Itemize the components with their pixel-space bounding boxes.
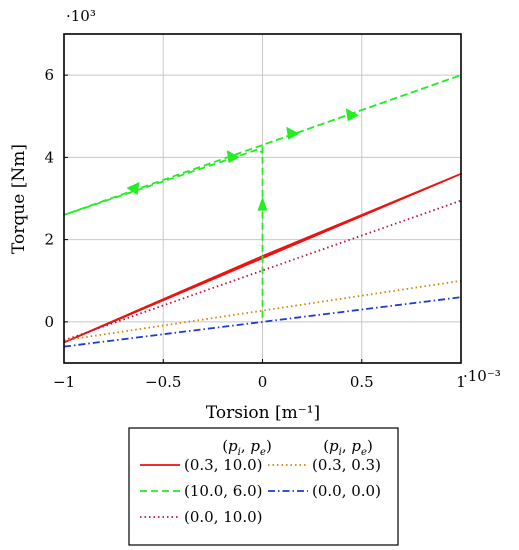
legend-header-1: (pi, pe) bbox=[222, 437, 272, 458]
legend-header-2: (pi, pe) bbox=[323, 437, 373, 458]
direction-arrow bbox=[286, 126, 300, 140]
legend-label-4: (0.3, 0.3) bbox=[312, 456, 381, 474]
direction-arrows bbox=[126, 108, 359, 211]
legend: (pi, pe) (pi, pe) (0.3, 10.0) (10.0, 6.0)… bbox=[128, 427, 399, 546]
legend-label-3: (0.0, 10.0) bbox=[184, 508, 263, 526]
x-tick-label: 0.5 bbox=[350, 373, 374, 391]
y-multiplier: ·10³ bbox=[66, 7, 96, 25]
tick-labels: −1 −0.5 0 0.5 1 0 2 4 6 bbox=[44, 66, 465, 391]
y-axis-label: Torque [Nm] bbox=[9, 144, 29, 254]
x-axis-label: Torsion [m⁻¹] bbox=[206, 403, 320, 423]
y-tick-label: 4 bbox=[44, 148, 54, 166]
x-tick-label: 0 bbox=[258, 373, 268, 391]
legend-label-5: (0.0, 0.0) bbox=[312, 482, 381, 500]
series-lines bbox=[63, 74, 462, 348]
y-tick-label: 6 bbox=[44, 66, 54, 84]
legend-label-2: (10.0, 6.0) bbox=[184, 482, 263, 500]
y-tick-label: 2 bbox=[44, 231, 54, 249]
x-tick-label: 1 bbox=[456, 373, 466, 391]
x-multiplier: ·10⁻³ bbox=[463, 367, 501, 385]
y-tick-label: 0 bbox=[44, 313, 54, 331]
legend-frame bbox=[128, 427, 399, 546]
series-line-2 bbox=[63, 74, 462, 318]
direction-arrow bbox=[257, 196, 268, 211]
x-tick-label: −1 bbox=[53, 373, 75, 391]
direction-arrow bbox=[345, 108, 359, 122]
x-tick-label: −0.5 bbox=[145, 373, 181, 391]
direction-arrow bbox=[226, 150, 240, 164]
direction-arrow bbox=[126, 182, 140, 196]
legend-label-1: (0.3, 10.0) bbox=[184, 456, 263, 474]
legend-items: (0.3, 10.0) (10.0, 6.0) (0.0, 10.0) (0.3, 0… bbox=[140, 456, 381, 526]
